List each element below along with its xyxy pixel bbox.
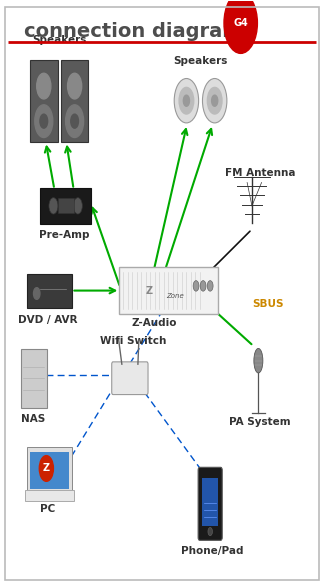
Circle shape bbox=[224, 0, 257, 53]
Text: NAS: NAS bbox=[21, 414, 46, 424]
Text: Speakers: Speakers bbox=[173, 56, 228, 66]
Text: Pre-Amp: Pre-Amp bbox=[39, 231, 89, 241]
Circle shape bbox=[202, 79, 227, 123]
Text: G4: G4 bbox=[233, 18, 248, 28]
Circle shape bbox=[200, 281, 206, 291]
FancyBboxPatch shape bbox=[27, 447, 72, 493]
FancyBboxPatch shape bbox=[40, 188, 91, 224]
Text: Phone/Pad: Phone/Pad bbox=[180, 546, 243, 556]
Circle shape bbox=[207, 87, 222, 114]
FancyBboxPatch shape bbox=[20, 349, 47, 408]
FancyBboxPatch shape bbox=[119, 267, 218, 314]
Ellipse shape bbox=[254, 349, 263, 373]
Text: Z: Z bbox=[145, 286, 153, 296]
Circle shape bbox=[37, 73, 51, 99]
Circle shape bbox=[40, 114, 48, 128]
Circle shape bbox=[207, 281, 213, 291]
Text: DVD / AVR: DVD / AVR bbox=[18, 315, 78, 325]
Bar bbox=[30, 452, 69, 488]
Text: Z: Z bbox=[43, 464, 50, 474]
Circle shape bbox=[208, 528, 213, 536]
Text: Wifi Switch: Wifi Switch bbox=[100, 336, 166, 346]
Circle shape bbox=[183, 95, 190, 106]
Text: SBUS: SBUS bbox=[252, 299, 284, 309]
Bar bbox=[202, 478, 218, 526]
Circle shape bbox=[174, 79, 199, 123]
Circle shape bbox=[49, 198, 58, 214]
Circle shape bbox=[68, 73, 82, 99]
Circle shape bbox=[193, 281, 199, 291]
FancyBboxPatch shape bbox=[30, 59, 58, 142]
Circle shape bbox=[212, 95, 218, 106]
Bar bbox=[58, 198, 74, 214]
FancyBboxPatch shape bbox=[61, 59, 88, 142]
Text: PC: PC bbox=[40, 504, 56, 514]
Circle shape bbox=[35, 105, 53, 137]
FancyBboxPatch shape bbox=[27, 274, 72, 308]
Circle shape bbox=[179, 87, 194, 114]
Text: Zone: Zone bbox=[166, 294, 184, 299]
Text: Speakers: Speakers bbox=[32, 35, 87, 45]
Circle shape bbox=[39, 456, 53, 481]
FancyBboxPatch shape bbox=[198, 467, 222, 541]
Circle shape bbox=[73, 198, 82, 214]
FancyBboxPatch shape bbox=[25, 490, 75, 501]
Text: PA System: PA System bbox=[229, 417, 291, 427]
Circle shape bbox=[71, 114, 78, 128]
Text: Z-Audio: Z-Audio bbox=[131, 318, 177, 328]
Circle shape bbox=[33, 288, 40, 299]
FancyBboxPatch shape bbox=[112, 362, 148, 394]
Circle shape bbox=[66, 105, 84, 137]
Text: FM Antenna: FM Antenna bbox=[225, 168, 295, 178]
Text: connection diagram: connection diagram bbox=[24, 22, 242, 41]
